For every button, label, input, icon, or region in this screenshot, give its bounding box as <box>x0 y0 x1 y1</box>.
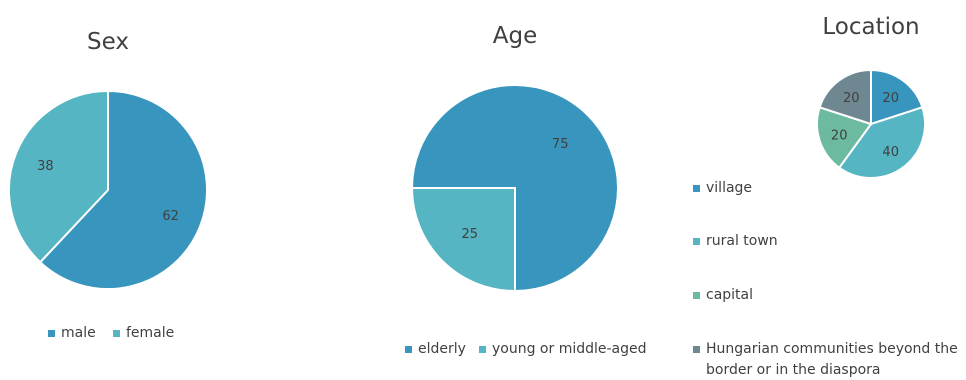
sex-slice-female <box>8 89 109 264</box>
location-slice-capital <box>815 106 873 170</box>
legend-label: young or middle-aged <box>492 341 647 357</box>
legend-label: female <box>126 325 174 341</box>
legend-swatch <box>48 330 55 337</box>
age-legend-item-elderly: elderly <box>405 341 466 357</box>
sex-slice-male <box>38 89 208 290</box>
legend-swatch <box>693 238 700 245</box>
legend-label: elderly <box>418 341 466 357</box>
age-slice-elderly <box>410 84 619 293</box>
legend-label: village <box>706 180 752 196</box>
legend-swatch <box>693 346 700 353</box>
age-chart-title: Age <box>493 23 537 49</box>
age-slice-young-or-middle-aged <box>410 187 516 293</box>
location-data-label-rural-town: 40 <box>882 145 899 160</box>
location-legend-item-rural-town: rural town <box>693 233 778 249</box>
legend-label: capital <box>706 287 753 303</box>
location-data-label-capital: 20 <box>831 128 848 143</box>
sex-legend-item-male: male <box>48 325 96 341</box>
location-slice-hungarian-communities-beyond-the-border-or-in-the-diaspora <box>818 68 872 126</box>
legend-swatch <box>693 185 700 192</box>
sex-pie-chart: Sex 62 38 male female <box>8 29 208 341</box>
location-data-label-village: 20 <box>882 91 899 106</box>
location-legend-item-village: village <box>693 180 752 196</box>
sex-legend-item-female: female <box>113 325 174 341</box>
location-legend-item-hungarian-communities-beyond-the-border-or-in-the-diaspora: Hungarian communities beyond the border o… <box>693 341 958 378</box>
location-chart-title: Location <box>822 14 919 40</box>
age-data-label-elderly: 75 <box>552 137 569 152</box>
sex-chart-title: Sex <box>87 29 129 55</box>
age-data-label-young-or-middle-aged: 25 <box>462 227 479 242</box>
sex-data-label-male: 62 <box>162 209 179 224</box>
sex-data-label-female: 38 <box>37 159 54 174</box>
age-legend-item-young-or-middle-aged: young or middle-aged <box>479 341 647 357</box>
location-legend-item-capital: capital <box>693 287 753 303</box>
legend-label: Hungarian communities beyond the border o… <box>706 341 958 378</box>
legend-swatch <box>693 292 700 299</box>
legend-label: rural town <box>706 233 778 249</box>
location-slice-rural-town <box>837 106 927 179</box>
age-pie-chart: Age 75 25 elderly young or middle-aged <box>405 23 647 357</box>
legend-label: male <box>61 325 96 341</box>
location-data-label-hungarian-communities-beyond-the-border-or-in-the-diaspora: 20 <box>843 91 860 106</box>
legend-swatch <box>113 330 120 337</box>
legend-swatch <box>405 346 412 353</box>
legend-swatch <box>479 346 486 353</box>
location-pie-chart: Location 20 40 20 20 village rural town capital… <box>693 14 958 378</box>
